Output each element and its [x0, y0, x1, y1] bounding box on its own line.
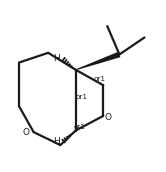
- Text: O: O: [105, 113, 112, 122]
- Text: O: O: [22, 128, 29, 137]
- Text: or1: or1: [74, 124, 86, 130]
- Text: or1: or1: [76, 94, 88, 100]
- Text: H: H: [53, 137, 60, 146]
- Text: or1: or1: [93, 76, 106, 82]
- Text: H: H: [53, 54, 60, 63]
- Polygon shape: [76, 52, 120, 70]
